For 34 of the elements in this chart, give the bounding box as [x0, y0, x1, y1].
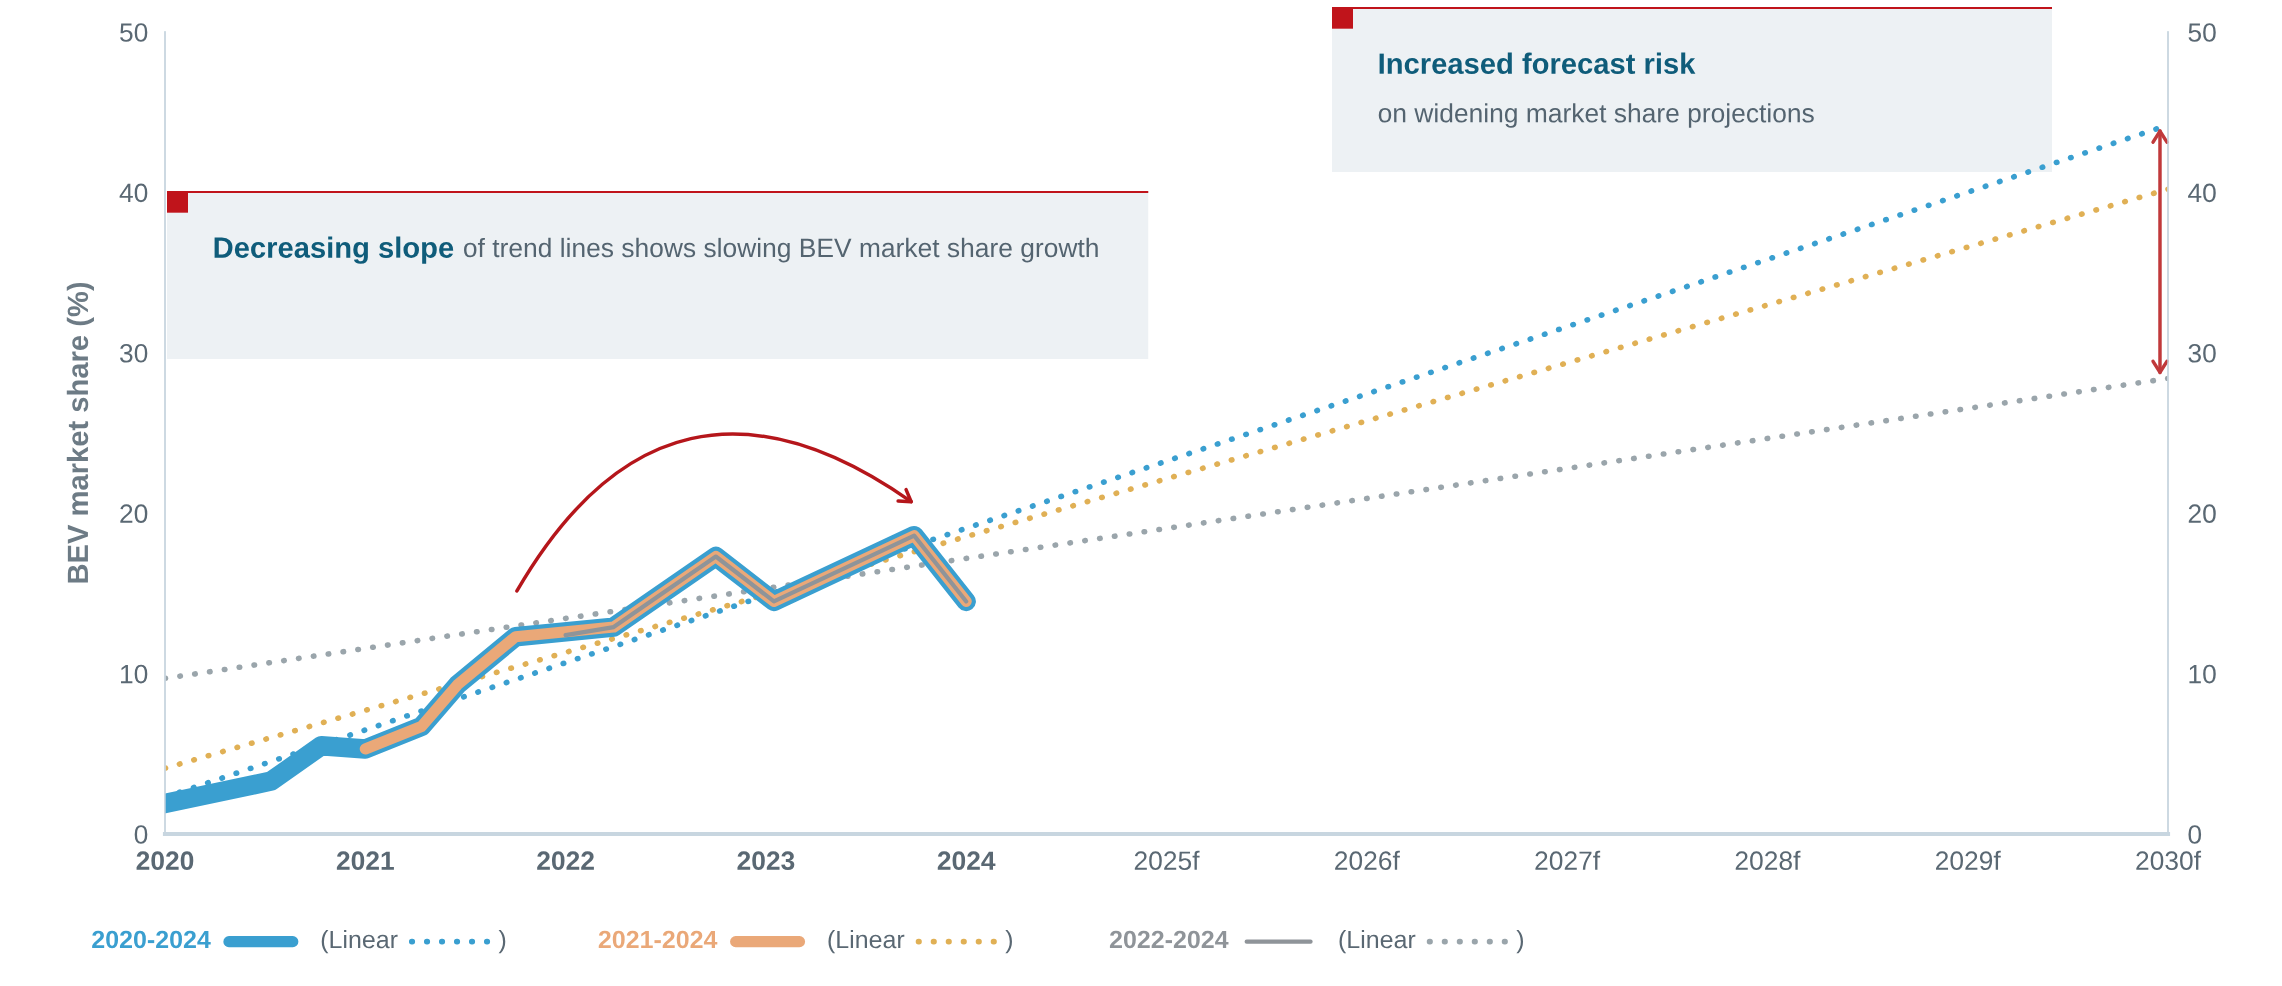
- annotation: Decreasing slope: [214, 236, 454, 264]
- text: (Linear): [1339, 929, 1524, 954]
- y2-tick-label: 30: [2188, 343, 2216, 363]
- x-tick-label: 2028f: [1735, 850, 1801, 871]
- y-axis-title: BEV market share (%): [66, 282, 94, 583]
- annotation: on widening market share projections: [1378, 103, 1814, 128]
- annotation: of trend lines shows slowing BEV market share growth: [464, 237, 1098, 263]
- x-tick-label: 2022: [537, 851, 594, 871]
- y-tick-label: 40: [119, 183, 148, 203]
- y2-tick-label: 0: [2188, 825, 2202, 844]
- legend-label: 2022-2024: [1109, 930, 1229, 949]
- x-tick-label: 2029f: [1936, 850, 2001, 871]
- x-tick-label: 2020: [136, 851, 194, 871]
- y2-tick-label: 50: [2188, 23, 2216, 42]
- y-tick-label: 20: [120, 504, 148, 524]
- x-tick-label: 2025f: [1134, 850, 1200, 871]
- y2-tick-label: 40: [2188, 183, 2216, 203]
- legend-label: 2021-2024: [598, 930, 718, 949]
- y-tick-label: 30: [119, 343, 148, 363]
- y2-tick-label: 20: [2188, 504, 2216, 524]
- y-tick-label: 0: [134, 825, 148, 844]
- annotation: Increased forecast risk: [1379, 52, 1696, 74]
- y-tick-label: 50: [120, 23, 148, 42]
- y2-tick-label: 10: [2189, 664, 2216, 684]
- legend-label: 2020-2024: [92, 930, 211, 949]
- x-tick-label: 2024: [937, 851, 996, 871]
- x-tick-label: 2023: [737, 851, 795, 871]
- text: (Linear): [321, 929, 506, 954]
- x-tick-label: 2027f: [1535, 850, 1601, 871]
- x-tick-label: 2021: [336, 851, 394, 871]
- x-tick-label: 2026f: [1335, 850, 1400, 871]
- x-tick-label: 2030f: [2136, 850, 2202, 871]
- text: (Linear): [828, 929, 1012, 954]
- y-tick-label: 10: [121, 664, 148, 684]
